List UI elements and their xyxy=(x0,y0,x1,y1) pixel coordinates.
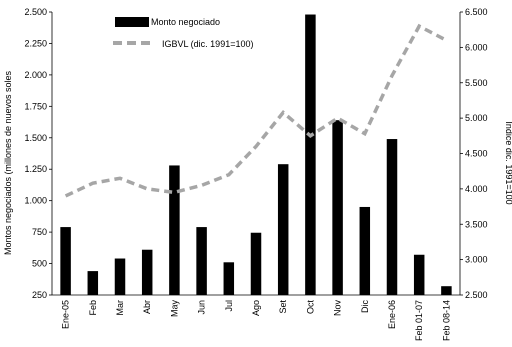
left-tick-label: 1.500 xyxy=(24,133,47,143)
legend-line-label: IGBVL (dic. 1991=100) xyxy=(162,39,253,49)
right-tick-label: 2.500 xyxy=(465,290,488,300)
right-tick-label: 3.500 xyxy=(465,219,488,229)
right-tick-label: 4.000 xyxy=(465,184,488,194)
bar xyxy=(87,271,99,295)
left-tick-label: 1.000 xyxy=(24,196,47,206)
bar xyxy=(413,254,425,295)
bar xyxy=(250,232,262,295)
left-tick-label: 250 xyxy=(32,290,47,300)
bar-series xyxy=(60,14,452,296)
bar xyxy=(169,165,180,295)
x-tick-label: Feb xyxy=(88,300,98,316)
bar xyxy=(441,286,452,295)
left-tick-label: 500 xyxy=(32,259,47,269)
right-tick-label: 5.000 xyxy=(465,113,488,123)
x-tick-label: Dic xyxy=(360,300,370,313)
x-tick-label: Oct xyxy=(305,300,315,315)
x-tick-label: Feb 01-07 xyxy=(414,300,424,341)
bar xyxy=(223,262,235,295)
left-tick-label: 2.000 xyxy=(24,70,47,80)
x-tick-label: Abr xyxy=(142,300,152,314)
x-tick-label: Set xyxy=(278,300,288,314)
x-axis-ticks: Ene-05 Feb Mar Abr May Jun Jul Ago Set Oct Nov Dic E… xyxy=(61,300,452,342)
bar xyxy=(359,206,371,295)
left-axis-ticks: 250 500 750 1.000 1.250 1.500 1.750 2.000 2.250 2… xyxy=(24,7,52,300)
bar xyxy=(332,120,343,295)
bar xyxy=(305,14,316,296)
right-tick-label: 6.500 xyxy=(465,7,488,17)
right-tick-label: 6.000 xyxy=(465,42,488,52)
bar xyxy=(141,249,153,295)
left-tick-label: 2.500 xyxy=(24,7,47,17)
right-axis-title: Indice dic. 1991=100 xyxy=(504,121,512,204)
left-axis-title: Montos negociados (millones de nuevos so… xyxy=(3,70,13,255)
x-tick-label: Mar xyxy=(115,300,125,316)
right-tick-label: 3.000 xyxy=(465,255,488,265)
legend-bar-swatch xyxy=(115,17,149,27)
x-tick-label: Ene-06 xyxy=(387,300,397,329)
bar xyxy=(60,227,71,295)
left-tick-label: 1.750 xyxy=(24,101,47,111)
bar xyxy=(114,258,126,295)
line-series xyxy=(64,23,448,198)
legend-bar-label: Monto negociado xyxy=(151,17,220,27)
bar xyxy=(196,227,207,295)
bar xyxy=(386,139,398,295)
right-axis-ticks: 2.500 3.000 3.500 4.000 4.500 5.000 5.500 6.000… xyxy=(460,7,488,300)
right-tick-label: 4.500 xyxy=(465,149,488,159)
right-tick-label: 5.500 xyxy=(465,78,488,88)
x-tick-label: Feb 08-14 xyxy=(441,300,451,341)
left-tick-label: 1.250 xyxy=(24,164,47,174)
left-tick-label: 2.250 xyxy=(24,38,47,48)
x-tick-label: Ene-05 xyxy=(61,300,71,329)
x-tick-label: Jun xyxy=(197,300,207,315)
left-tick-label: 750 xyxy=(32,227,47,237)
x-tick-label: May xyxy=(169,300,179,318)
x-tick-label: Nov xyxy=(333,300,343,317)
x-tick-label: Jul xyxy=(224,300,234,312)
x-tick-label: Ago xyxy=(251,300,261,316)
legend: Monto negociado IGBVL (dic. 1991=100) xyxy=(113,17,253,49)
bar xyxy=(277,164,289,295)
igbvl-line xyxy=(64,23,448,198)
